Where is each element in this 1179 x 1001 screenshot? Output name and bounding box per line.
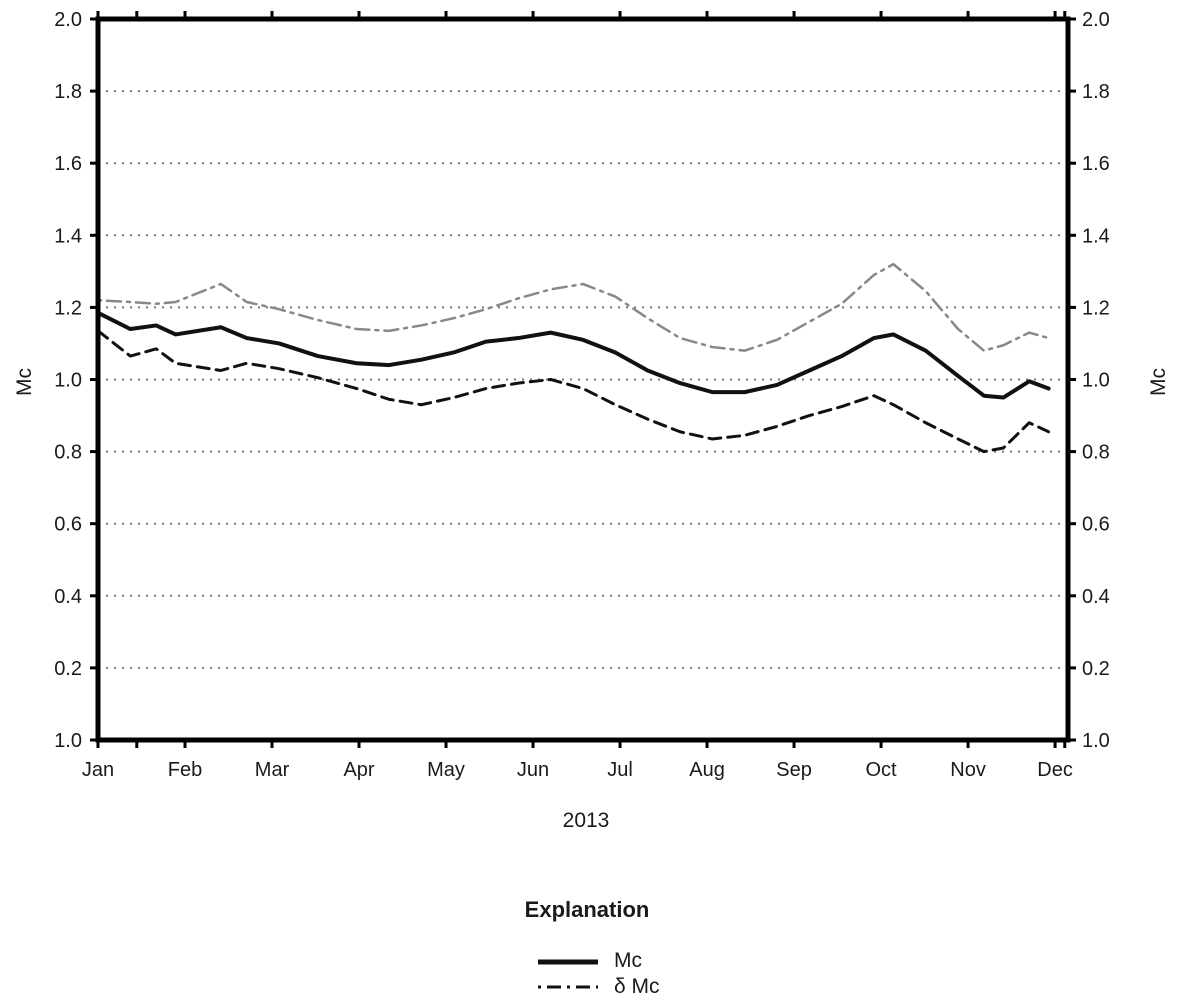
y-tick-label-left: 1.0 — [54, 370, 82, 392]
y-tick-label-right: 1.8 — [1082, 81, 1110, 103]
y-tick-label-right: 1.0 — [1082, 730, 1110, 752]
y-tick-label-right: 1.0 — [1082, 370, 1110, 392]
series-line-2 — [96, 262, 1050, 352]
y-tick-label-right: 0.8 — [1082, 442, 1110, 464]
y-tick-label-left: 1.4 — [54, 225, 82, 247]
series-line-0 — [96, 310, 1051, 400]
y-tick-label-right: 0.6 — [1082, 514, 1110, 536]
y-tick-label-right: 0.4 — [1082, 586, 1110, 608]
y-tick-label-left: 1.6 — [54, 153, 82, 175]
legend-label-mc: Mc — [614, 949, 642, 972]
grid-lines — [98, 90, 1068, 669]
y-tick-label-right: 0.2 — [1082, 658, 1110, 680]
y-axis-left: 1.0 0.2 0.4 0.6 0.8 1.0 1.2 1.4 1.6 1.8 2.0 — [54, 9, 98, 752]
x-tick-label: Sep — [776, 759, 812, 781]
x-tick-label: Aug — [689, 759, 725, 781]
series-line-1 — [96, 329, 1051, 454]
x-axis-title: 2013 — [563, 809, 610, 832]
y-tick-label-left: 1.0 — [54, 730, 82, 752]
x-tick-label: Dec — [1037, 759, 1073, 781]
y-tick-label-left: 2.0 — [54, 9, 82, 31]
y-tick-label-right: 2.0 — [1082, 9, 1110, 31]
y-tick-label-right: 1.4 — [1082, 225, 1110, 247]
x-tick-label: Feb — [168, 759, 202, 781]
x-tick-label: Jan — [82, 759, 114, 781]
y-tick-label-right: 1.6 — [1082, 153, 1110, 175]
y-tick-label-right: 1.2 — [1082, 297, 1110, 319]
x-tick-label: Nov — [950, 759, 986, 781]
legend-label-delta-mc: δ Mc — [614, 975, 660, 998]
y-tick-label-left: 1.8 — [54, 81, 82, 103]
y-tick-label-left: 0.4 — [54, 586, 82, 608]
data-lines — [96, 262, 1051, 454]
y-tick-label-left: 0.6 — [54, 514, 82, 536]
x-tick-label: Apr — [343, 759, 374, 781]
y-tick-label-left: 0.2 — [54, 658, 82, 680]
y-tick-label-left: 0.8 — [54, 442, 82, 464]
x-axis: Jan Feb Mar Apr May Jun Jul Aug Sep Oct Nov Dec — [82, 11, 1073, 781]
y-axis-right: 1.0 0.2 0.4 0.6 0.8 1.0 1.2 1.4 1.6 1.8 2.0 — [1068, 9, 1110, 752]
x-tick-label: Jun — [517, 759, 549, 781]
y-axis-title-right: Mc — [1147, 368, 1170, 396]
legend: Explanation Mc δ Mc — [525, 897, 660, 998]
legend-title: Explanation — [525, 897, 650, 922]
x-tick-label: Oct — [865, 759, 897, 781]
y-axis-title-left: Mc — [13, 368, 36, 396]
x-tick-label: Jul — [607, 759, 633, 781]
y-tick-label-left: 1.2 — [54, 297, 82, 319]
x-tick-label: May — [427, 759, 465, 781]
x-tick-label: Mar — [255, 759, 290, 781]
